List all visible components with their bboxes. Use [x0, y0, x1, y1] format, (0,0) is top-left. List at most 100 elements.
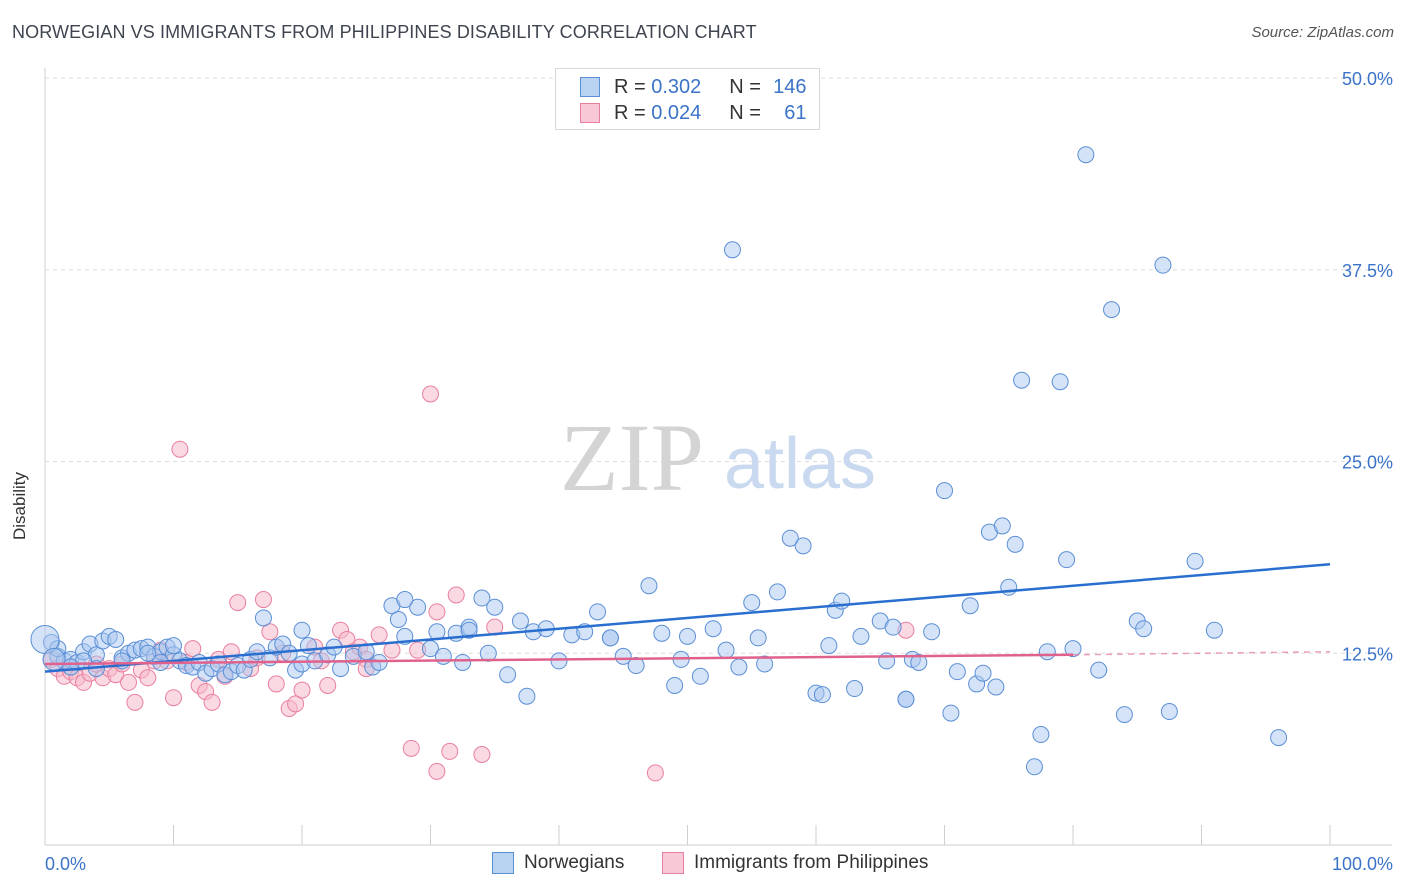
legend-label-philippines: Immigrants from Philippines	[694, 852, 929, 873]
data-point-norwegians	[1051, 373, 1069, 391]
data-point-norwegians	[1154, 256, 1172, 274]
data-point-philippines	[254, 591, 272, 609]
data-point-norwegians	[640, 577, 658, 595]
data-point-norwegians	[1103, 301, 1121, 319]
data-point-philippines	[139, 669, 157, 687]
data-point-norwegians	[974, 664, 992, 682]
data-point-philippines	[319, 676, 337, 694]
data-point-norwegians	[781, 529, 799, 547]
n-value-philippines: 61	[784, 101, 807, 124]
data-point-philippines	[383, 641, 401, 659]
data-point-norwegians	[396, 591, 414, 609]
data-point-philippines	[370, 626, 388, 644]
y-tick-label: 37.5%	[1342, 261, 1393, 281]
legend-row-norwegians: R = 0.302 N = 146	[580, 74, 807, 100]
data-point-philippines	[126, 693, 144, 711]
chart-title: NORWEGIAN VS IMMIGRANTS FROM PHILIPPINES…	[12, 22, 757, 42]
data-point-philippines	[422, 385, 439, 403]
data-point-norwegians	[254, 609, 272, 627]
data-point-norwegians	[910, 653, 928, 671]
data-point-norwegians-large	[42, 647, 66, 671]
watermark: ZIP atlas	[560, 404, 876, 511]
legend-item-norwegians[interactable]: Norwegians	[492, 852, 624, 874]
watermark-atlas: atlas	[724, 424, 876, 504]
data-point-norwegians	[293, 621, 311, 639]
y-tick-label: 50.0%	[1342, 69, 1393, 89]
data-point-norwegians	[846, 680, 864, 698]
data-point-norwegians	[723, 241, 741, 259]
data-point-norwegians	[107, 630, 125, 648]
data-point-norwegians	[332, 660, 350, 678]
data-point-norwegians	[691, 667, 709, 685]
data-point-norwegians	[717, 641, 735, 659]
y-tick-label: 12.5%	[1342, 644, 1393, 664]
data-point-norwegians	[756, 655, 774, 673]
trend-lines	[44, 563, 1331, 673]
x-tick-label-max: 100.0%	[1332, 854, 1393, 874]
data-point-norwegians	[550, 652, 568, 670]
x-tick-label-min: 0.0%	[45, 854, 86, 874]
axes	[44, 68, 1392, 846]
legend-item-philippines[interactable]: Immigrants from Philippines	[662, 852, 928, 874]
blue-swatch	[492, 852, 514, 874]
n-label: N =	[729, 75, 761, 98]
stats-legend: R = 0.302 N = 146 R = 0.024 N = 61	[555, 68, 820, 130]
data-point-philippines	[184, 640, 202, 658]
data-point-norwegians	[743, 594, 761, 612]
pink-swatch	[662, 852, 684, 874]
data-point-philippines	[229, 594, 247, 612]
data-point-norwegians	[666, 676, 684, 694]
data-point-norwegians	[1077, 146, 1095, 164]
watermark-zip: ZIP	[560, 404, 704, 511]
data-point-norwegians	[1000, 578, 1018, 596]
data-point-philippines	[165, 689, 182, 707]
data-point-norwegians	[768, 583, 786, 601]
trend-line-norwegians	[44, 563, 1331, 673]
data-point-norwegians	[460, 621, 478, 639]
data-point-philippines	[402, 739, 420, 757]
data-point-norwegians	[1135, 620, 1153, 638]
data-point-norwegians	[679, 627, 696, 645]
y-tick-label: 25.0%	[1342, 453, 1393, 473]
r-label: R =	[614, 101, 646, 124]
data-point-philippines	[428, 762, 446, 780]
data-point-norwegians	[1160, 703, 1178, 721]
data-point-norwegians	[942, 704, 960, 722]
data-point-philippines	[171, 440, 189, 458]
data-point-norwegians	[389, 611, 407, 629]
data-point-norwegians	[518, 687, 536, 705]
data-point-norwegians	[794, 537, 812, 555]
data-point-norwegians	[961, 597, 979, 615]
data-point-philippines	[441, 742, 459, 760]
data-point-philippines	[120, 673, 138, 691]
data-point-norwegians	[653, 624, 671, 642]
data-point-norwegians	[1270, 729, 1288, 747]
data-point-norwegians	[454, 653, 472, 671]
data-point-philippines	[293, 681, 311, 699]
r-label: R =	[614, 75, 646, 98]
data-point-norwegians	[852, 627, 870, 645]
data-point-norwegians	[1090, 661, 1108, 679]
data-point-norwegians	[511, 612, 529, 630]
data-point-norwegians	[987, 678, 1005, 696]
data-point-norwegians	[948, 663, 966, 681]
data-point-philippines	[267, 675, 285, 693]
n-value-norwegians: 146	[773, 75, 807, 98]
data-point-norwegians	[589, 603, 607, 621]
data-point-norwegians	[434, 647, 452, 665]
r-value-norwegians: 0.302	[651, 75, 702, 98]
data-point-norwegians	[1006, 535, 1024, 553]
data-point-philippines	[447, 586, 465, 604]
data-point-norwegians	[473, 589, 491, 607]
data-point-norwegians	[1032, 726, 1050, 744]
data-point-norwegians	[936, 482, 953, 500]
data-point-philippines	[473, 745, 491, 763]
data-point-norwegians	[1115, 706, 1133, 724]
data-point-norwegians	[1025, 758, 1043, 776]
data-point-norwegians	[820, 637, 838, 655]
data-point-norwegians	[884, 618, 902, 636]
blue-swatch	[580, 77, 600, 97]
n-label: N =	[729, 101, 761, 124]
data-point-norwegians	[499, 666, 517, 684]
